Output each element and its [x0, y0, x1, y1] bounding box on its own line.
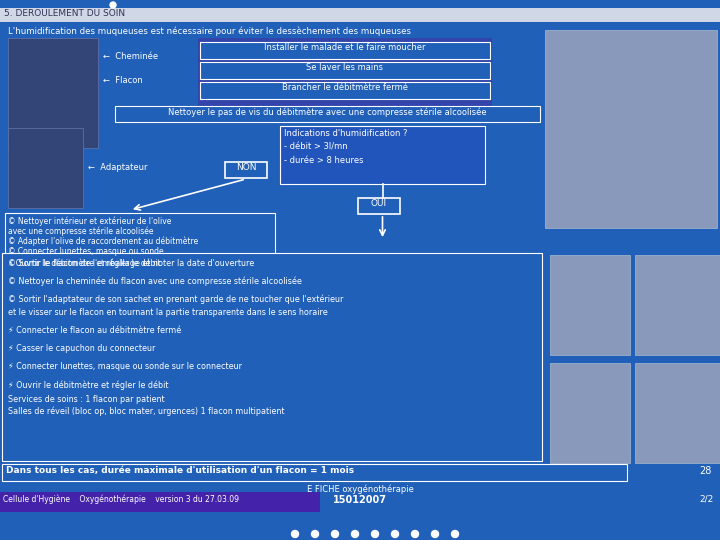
- Bar: [280, 126, 485, 184]
- Bar: [8, 38, 98, 148]
- Text: avec une compresse stérile alcoolisée: avec une compresse stérile alcoolisée: [8, 226, 153, 236]
- Bar: [635, 255, 720, 355]
- Text: OUI: OUI: [371, 199, 387, 208]
- Text: E FICHE oxygénothérapie: E FICHE oxygénothérapie: [307, 484, 413, 494]
- Circle shape: [412, 530, 418, 537]
- Text: ←  Flacon: ← Flacon: [103, 76, 143, 85]
- Bar: [358, 198, 400, 214]
- Bar: [550, 363, 630, 463]
- Bar: [2, 253, 542, 461]
- Circle shape: [312, 530, 318, 537]
- Text: ⚡ Connecter le flacon au débitmètre fermé: ⚡ Connecter le flacon au débitmètre ferm…: [8, 326, 181, 335]
- Bar: [5, 213, 275, 271]
- Text: et le visser sur le flacon en tournant la partie transparente dans le sens horai: et le visser sur le flacon en tournant l…: [8, 308, 328, 317]
- Text: © Sortir l'adaptateur de son sachet en prenant garde de ne toucher que l'extérie: © Sortir l'adaptateur de son sachet en p…: [8, 295, 343, 305]
- Circle shape: [110, 2, 116, 8]
- Text: 2/2: 2/2: [700, 495, 714, 504]
- Text: 28: 28: [700, 466, 712, 476]
- Bar: [0, 492, 320, 512]
- Bar: [198, 38, 492, 106]
- Text: - débit > 3l/mn: - débit > 3l/mn: [284, 143, 348, 152]
- Text: Se laver les mains: Se laver les mains: [307, 63, 384, 72]
- Text: © Adapter l'olive de raccordement au débitmètre: © Adapter l'olive de raccordement au déb…: [8, 237, 198, 246]
- Text: - durée > 8 heures: - durée > 8 heures: [284, 156, 364, 165]
- Text: © Sortir le flacon de l'emballage et noter la date d'ouverture: © Sortir le flacon de l'emballage et not…: [8, 259, 254, 268]
- Text: © Nettoyer la cheminée du flacon avec une compresse stérile alcoolisée: © Nettoyer la cheminée du flacon avec un…: [8, 277, 302, 287]
- Text: Cellule d'Hygiène    Oxygénothérapie    version 3 du 27.03.09: Cellule d'Hygiène Oxygénothérapie versio…: [3, 495, 239, 504]
- Text: Installer le malade et le faire moucher: Installer le malade et le faire moucher: [264, 43, 426, 52]
- Text: ⚡ Connecter lunettes, masque ou sonde sur le connecteur: ⚡ Connecter lunettes, masque ou sonde su…: [8, 362, 242, 371]
- Circle shape: [451, 530, 459, 537]
- Bar: [545, 30, 717, 228]
- Bar: [550, 255, 630, 355]
- Bar: [8, 128, 83, 208]
- Circle shape: [292, 530, 299, 537]
- Text: NON: NON: [235, 164, 256, 172]
- Bar: [0, 8, 720, 22]
- Bar: [200, 42, 490, 59]
- Text: Brancher le débitmètre fermé: Brancher le débitmètre fermé: [282, 83, 408, 92]
- Bar: [115, 106, 540, 122]
- Bar: [0, 492, 720, 512]
- Bar: [635, 363, 720, 463]
- Circle shape: [392, 530, 398, 537]
- Text: L'humidification des muqueuses est nécessaire pour éviter le dessèchement des mu: L'humidification des muqueuses est néces…: [8, 26, 411, 36]
- Bar: [2, 464, 627, 481]
- Text: ⚡ Casser le capuchon du connecteur: ⚡ Casser le capuchon du connecteur: [8, 344, 156, 353]
- Text: 15012007: 15012007: [333, 495, 387, 505]
- Circle shape: [331, 530, 338, 537]
- Text: Salles de réveil (bloc op, bloc mater, urgences) 1 flacon multipatient: Salles de réveil (bloc op, bloc mater, u…: [8, 406, 284, 415]
- Text: Dans tous les cas, durée maximale d'utilisation d'un flacon = 1 mois: Dans tous les cas, durée maximale d'util…: [6, 466, 354, 475]
- Circle shape: [351, 530, 359, 537]
- Text: © Connecter lunettes, masque ou sonde: © Connecter lunettes, masque ou sonde: [8, 247, 163, 256]
- Text: © Nettoyer intérieur et extérieur de l'olive: © Nettoyer intérieur et extérieur de l'o…: [8, 216, 171, 226]
- Text: Indications d'humidification ?: Indications d'humidification ?: [284, 129, 408, 138]
- Bar: [200, 82, 490, 99]
- Bar: [200, 62, 490, 79]
- Circle shape: [431, 530, 438, 537]
- Text: Nettoyer le pas de vis du débitmètre avec une compresse stérile alcoolisée: Nettoyer le pas de vis du débitmètre ave…: [168, 107, 487, 117]
- Circle shape: [372, 530, 379, 537]
- Text: ⚡ Ouvrir le débitmètre et régler le débit: ⚡ Ouvrir le débitmètre et régler le débi…: [8, 258, 161, 267]
- Bar: [225, 162, 267, 178]
- Text: Services de soins : 1 flacon par patient: Services de soins : 1 flacon par patient: [8, 395, 165, 404]
- Text: ←  Cheminée: ← Cheminée: [103, 52, 158, 61]
- Text: ⚡ Ouvrir le débitmètre et régler le débit: ⚡ Ouvrir le débitmètre et régler le débi…: [8, 380, 168, 389]
- Text: 5. DEROULEMENT DU SOIN: 5. DEROULEMENT DU SOIN: [4, 9, 125, 18]
- Text: ←  Adaptateur: ← Adaptateur: [88, 163, 148, 172]
